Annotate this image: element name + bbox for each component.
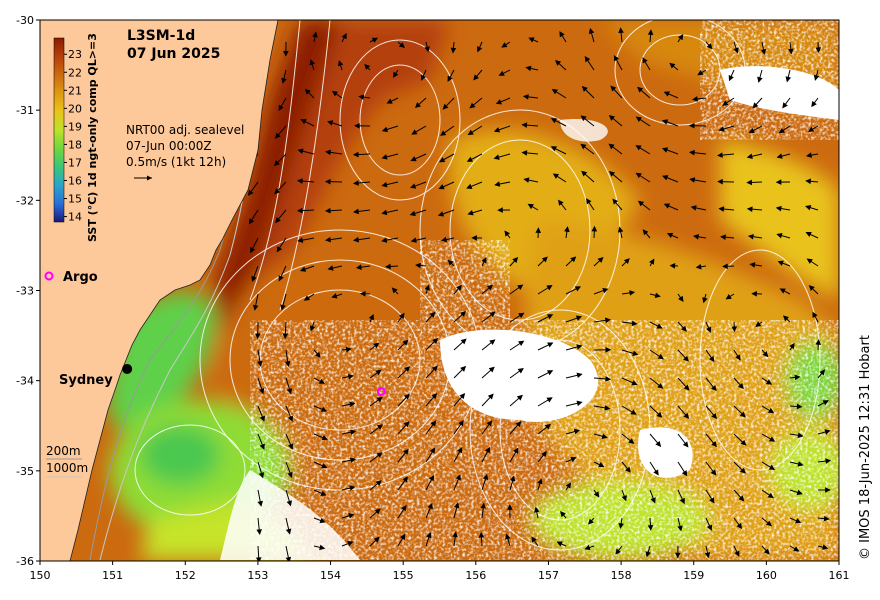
colorbar-tick-label: 19 <box>68 120 82 133</box>
y-tick-label: -36 <box>16 555 34 568</box>
colorbar-tick-label: 14 <box>68 211 82 224</box>
x-tick-label: 153 <box>247 569 268 582</box>
x-tick-label: 158 <box>611 569 632 582</box>
colorbar-tick-label: 21 <box>68 84 82 97</box>
current-vectors <box>247 27 832 561</box>
sea-level-contours <box>134 20 821 551</box>
x-tick-label: 159 <box>683 569 704 582</box>
colorbar-tick-label: 16 <box>68 175 82 188</box>
x-tick-label: 155 <box>393 569 414 582</box>
x-tick-label: 152 <box>175 569 196 582</box>
land-mass <box>40 20 278 561</box>
colorbar-tick-label: 15 <box>68 193 82 206</box>
y-tick-label: -35 <box>16 465 34 478</box>
x-tick-label: 150 <box>30 569 51 582</box>
colorbar-label: SST (°C) 1d ngt-only comp QL>=3 <box>86 33 99 242</box>
x-axis: 150 151 152 153 154 155 156 157 158 159 160 161 <box>30 561 850 582</box>
colorbar-tick-label: 18 <box>68 138 82 151</box>
sst-field <box>40 20 839 561</box>
credit-text: © IMOS 18-Jun-2025 12:31 Hobart <box>858 335 873 560</box>
x-tick-label: 160 <box>756 569 777 582</box>
y-tick-label: -31 <box>16 104 34 117</box>
y-tick-label: -30 <box>16 14 34 27</box>
colorbar-tick-label: 23 <box>68 48 82 61</box>
argo-legend-marker <box>44 271 54 281</box>
sydney-label: Sydney <box>59 373 113 388</box>
y-axis: -30 -31 -32 -33 -34 -35 -36 <box>16 14 40 568</box>
vectors-info-line3: 0.5m/s (1kt 12h) <box>126 155 226 169</box>
colorbar-gradient <box>53 37 65 223</box>
colorbar-tick-label: 20 <box>68 102 82 115</box>
product-title: L3SM-1d <box>127 28 195 44</box>
y-tick-label: -33 <box>16 285 34 298</box>
vectors-info-line2: 07-Jun 00:00Z <box>126 139 212 153</box>
x-tick-label: 154 <box>320 569 341 582</box>
colorbar-tick-label: 22 <box>68 66 82 79</box>
x-tick-label: 156 <box>465 569 486 582</box>
x-tick-label: 161 <box>829 569 850 582</box>
depth-200-label: 200m <box>46 444 81 458</box>
argo-float-marker <box>376 386 386 396</box>
x-tick-label: 157 <box>538 569 559 582</box>
colorbar-tick-label: 17 <box>68 156 82 169</box>
y-tick-label: -32 <box>16 194 34 207</box>
depth-1000-label: 1000m <box>46 461 88 475</box>
sydney-marker <box>122 363 133 374</box>
colorbar: 23 22 21 20 19 18 17 16 15 14 SST (°C) 1d ngt-onl… <box>53 33 99 242</box>
vectors-info-line1: NRT00 adj. sealevel <box>126 123 244 137</box>
y-tick-label: -34 <box>16 375 34 388</box>
product-date: 07 Jun 2025 <box>127 46 220 62</box>
argo-label: Argo <box>63 270 98 285</box>
x-tick-label: 151 <box>102 569 123 582</box>
vector-scale-arrow <box>134 175 152 181</box>
